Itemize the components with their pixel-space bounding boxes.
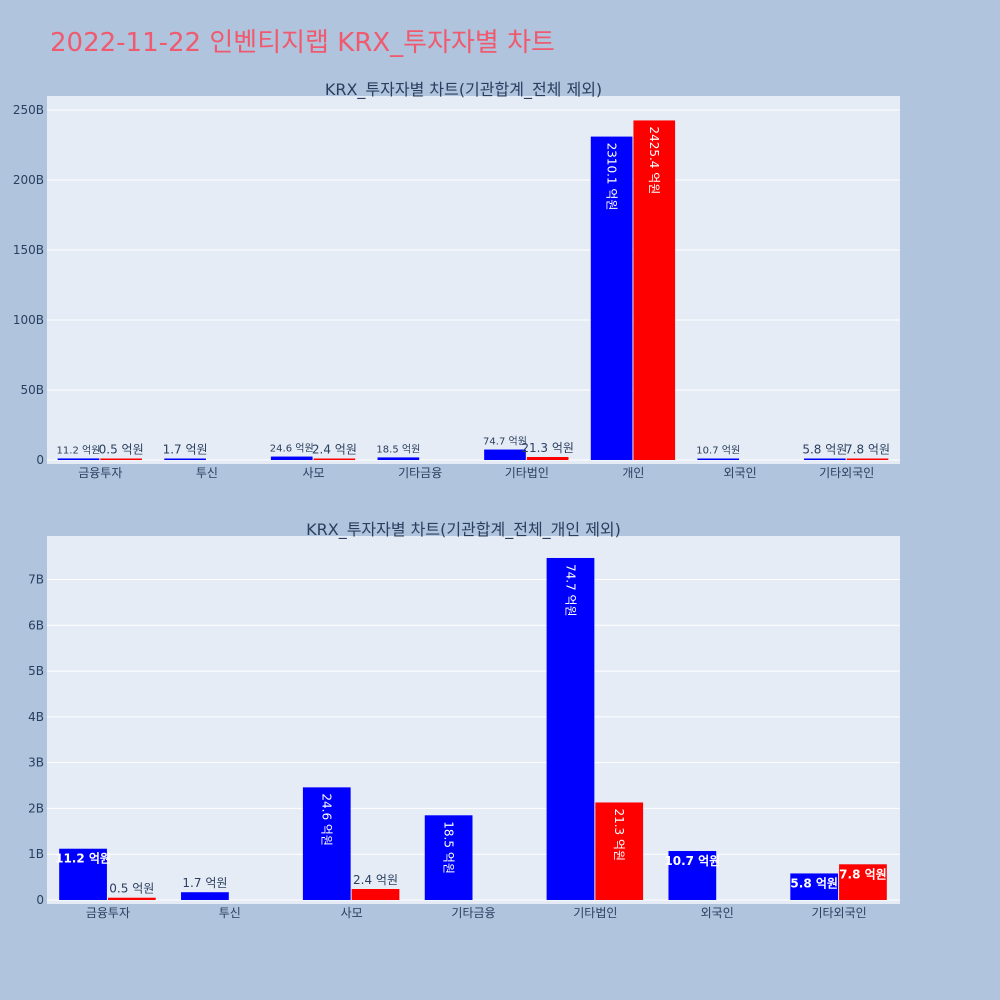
x-tick-label: 기타외국인 [811, 906, 866, 920]
data-label: 7.8 억원 [839, 867, 887, 881]
x-tick-label: 외국인 [724, 466, 757, 480]
x-tick-label: 사모 [341, 906, 363, 920]
data-label: 74.7 억원 [563, 564, 577, 617]
data-label: 74.7 억원 [483, 436, 527, 448]
data-label: 2.4 억원 [312, 443, 357, 457]
x-tick-label: 개인 [622, 466, 644, 480]
y-tick-label: 7B [28, 572, 44, 586]
y-tick-label: 0 [36, 453, 44, 467]
data-label: 2.4 억원 [353, 873, 398, 887]
y-tick-label: 0 [36, 893, 44, 907]
bar [697, 458, 740, 460]
y-tick-label: 5B [28, 664, 44, 678]
x-tick-label: 기타법인 [573, 906, 617, 920]
y-tick-label: 150B [13, 243, 44, 257]
bar [546, 557, 595, 900]
data-label: 5.8 억원 [790, 876, 838, 890]
x-tick-label: 기타법인 [505, 466, 549, 480]
plot-area [47, 96, 900, 464]
x-tick-label: 사모 [303, 466, 325, 480]
data-label: 18.5 억원 [441, 821, 455, 874]
data-label: 7.8 억원 [845, 443, 890, 457]
data-label: 21.3 억원 [612, 808, 626, 861]
bar [590, 136, 633, 460]
bar [668, 851, 717, 900]
bar [790, 873, 839, 900]
x-tick-label: 외국인 [701, 906, 734, 920]
x-tick-label: 투신 [196, 466, 218, 480]
data-label: 2310.1 억원 [604, 143, 618, 211]
data-label: 11.2 억원 [57, 444, 101, 456]
bar [57, 458, 100, 460]
bar [839, 864, 887, 900]
x-tick-label: 금융투자 [78, 466, 122, 480]
bar [302, 787, 351, 900]
data-label: 0.5 억원 [99, 443, 144, 457]
data-label: 21.3 억원 [521, 441, 574, 455]
bar [595, 802, 644, 900]
data-label: 1.7 억원 [182, 876, 227, 890]
data-label: 5.8 억원 [802, 443, 847, 457]
bar [804, 458, 846, 460]
chart-title: KRX_투자자별 차트(기관합계_전체 제외) [325, 80, 602, 100]
bar [377, 457, 420, 460]
data-label: 1.7 억원 [163, 443, 208, 457]
chart-title: KRX_투자자별 차트(기관합계_전체_개인 제외) [306, 520, 621, 540]
data-label: 24.6 억원 [320, 793, 334, 846]
y-tick-label: 2B [28, 801, 44, 815]
data-label: 10.7 억원 [696, 445, 740, 457]
x-tick-label: 투신 [219, 906, 241, 920]
bar [270, 456, 313, 460]
bar [424, 815, 473, 900]
y-tick-label: 50B [20, 383, 44, 397]
y-tick-label: 1B [28, 847, 44, 861]
data-label: 18.5 억원 [376, 443, 420, 455]
x-tick-label: 기타금융 [451, 906, 495, 920]
y-tick-label: 100B [13, 313, 44, 327]
y-tick-label: 3B [28, 756, 44, 770]
x-tick-label: 기타외국인 [819, 466, 874, 480]
y-tick-label: 200B [13, 173, 44, 187]
data-label: 11.2 억원 [55, 852, 111, 866]
bar [181, 892, 229, 900]
y-tick-label: 6B [28, 618, 44, 632]
bar [846, 458, 889, 460]
bar [313, 458, 356, 460]
bar [351, 889, 400, 900]
data-label: 2425.4 억원 [647, 126, 661, 194]
y-tick-label: 4B [28, 710, 44, 724]
data-label: 10.7 억원 [664, 854, 720, 868]
bar [633, 120, 676, 460]
bar [526, 457, 569, 460]
bar [107, 897, 156, 900]
x-tick-label: 기타금융 [398, 466, 442, 480]
bar [100, 458, 142, 460]
bar [484, 449, 526, 460]
bar [59, 848, 107, 900]
x-tick-label: 금융투자 [86, 906, 130, 920]
data-label: 0.5 억원 [109, 882, 154, 896]
plot-area [47, 536, 900, 904]
page-title: 2022-11-22 인벤티지랩 KRX_투자자별 차트 [50, 28, 555, 58]
y-tick-label: 250B [13, 103, 44, 117]
chart-top: KRX_투자자별 차트(기관합계_전체 제외) 0 50B 100B 150B 200B 2… [13, 80, 900, 480]
data-label: 24.6 억원 [270, 443, 314, 455]
bar [164, 458, 206, 460]
